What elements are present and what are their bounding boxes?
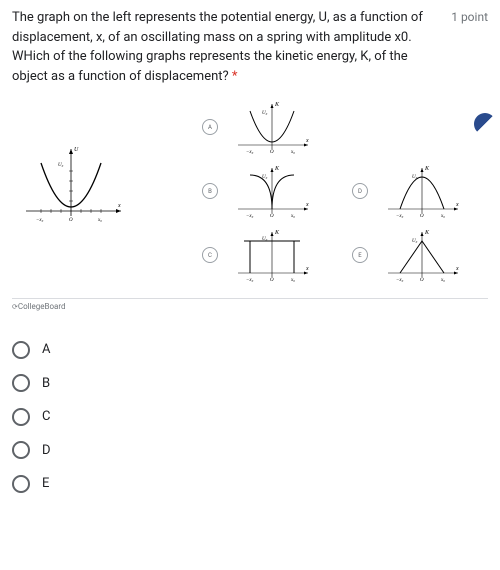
svg-text:U: U	[74, 147, 79, 153]
option-graph-e: K U₀ x −x₀ Ox₀	[382, 227, 462, 287]
answer-label: C	[42, 407, 50, 427]
svg-text:U₀: U₀	[262, 237, 268, 242]
svg-text:−x₀: −x₀	[246, 150, 254, 155]
svg-text:x₀: x₀	[290, 150, 295, 155]
svg-text:x: x	[117, 203, 121, 209]
answer-label: B	[42, 374, 50, 394]
points-label: 1 point	[451, 8, 488, 26]
svg-text:U₀: U₀	[262, 175, 268, 180]
answer-option-c[interactable]: C	[12, 400, 488, 434]
svg-text:x₀: x₀	[440, 214, 445, 219]
radio-icon	[12, 475, 30, 493]
svg-text:x: x	[305, 138, 309, 144]
svg-text:x₀: x₀	[290, 214, 295, 219]
answer-label: E	[42, 474, 49, 494]
answer-option-e[interactable]: E	[12, 467, 488, 501]
answer-list: A B C D E	[12, 333, 488, 501]
option-radio-c[interactable]: C	[202, 247, 218, 263]
svg-text:−x₀: −x₀	[36, 218, 44, 223]
option-radio-a[interactable]: A	[202, 119, 218, 135]
radio-icon	[12, 441, 30, 459]
svg-text:−x₀: −x₀	[396, 278, 404, 283]
svg-text:x: x	[305, 202, 309, 208]
svg-text:−x₀: −x₀	[396, 214, 404, 219]
radio-icon	[12, 374, 30, 392]
option-radio-b[interactable]: B	[202, 183, 218, 199]
answer-label: A	[42, 340, 50, 360]
question-body: The graph on the left represents the pot…	[12, 10, 423, 84]
svg-text:O: O	[69, 218, 73, 223]
svg-text:K: K	[424, 166, 430, 172]
option-graph-b: K U₀ x −x₀ Ox₀	[232, 163, 312, 223]
svg-text:U₀: U₀	[262, 111, 268, 116]
svg-text:U₀: U₀	[412, 239, 418, 244]
svg-text:x: x	[455, 266, 459, 272]
svg-text:x: x	[305, 266, 309, 272]
radio-icon	[12, 341, 30, 359]
svg-text:−x₀: −x₀	[246, 214, 254, 219]
svg-text:x₀: x₀	[290, 278, 295, 283]
question-text: The graph on the left represents the pot…	[12, 8, 441, 86]
answer-option-a[interactable]: A	[12, 333, 488, 367]
radio-icon	[12, 408, 30, 426]
svg-text:x₀: x₀	[440, 278, 445, 283]
option-radio-e[interactable]: E	[352, 247, 368, 263]
answer-label: D	[42, 441, 51, 461]
svg-text:O: O	[270, 214, 274, 219]
answer-option-b[interactable]: B	[12, 367, 488, 401]
option-radio-d[interactable]: D	[352, 183, 368, 199]
svg-text:O: O	[270, 150, 274, 155]
reference-graph: U U₀ x −x₀ O x₀	[16, 141, 126, 231]
svg-text:K: K	[424, 230, 430, 236]
answer-option-d[interactable]: D	[12, 434, 488, 468]
avatar[interactable]	[474, 113, 496, 135]
option-graph-d: K U₀ x −x₀ Ox₀	[382, 163, 462, 223]
svg-text:O: O	[420, 214, 424, 219]
question-header: The graph on the left represents the pot…	[12, 8, 488, 86]
option-graph-c: K U₀ x −x₀ Ox₀	[232, 227, 312, 287]
svg-text:K: K	[274, 166, 280, 172]
svg-text:U₀: U₀	[412, 175, 418, 180]
svg-text:U₀: U₀	[58, 163, 64, 168]
svg-text:O: O	[270, 278, 274, 283]
svg-text:−x₀: −x₀	[246, 278, 254, 283]
svg-text:K: K	[274, 230, 280, 236]
collegeboard-label: ⟳CollegeBoard	[12, 298, 488, 313]
svg-text:x₀: x₀	[97, 218, 102, 223]
option-graph-a: K U₀ x −x₀ Ox₀	[232, 99, 312, 159]
required-mark: *	[232, 69, 238, 84]
svg-text:O: O	[420, 278, 424, 283]
svg-text:K: K	[274, 102, 280, 108]
svg-text:x: x	[455, 202, 459, 208]
diagram-area: U U₀ x −x₀ O x₀ A K U₀ x −x₀ Ox₀ B K U₀ x −…	[12, 101, 488, 321]
